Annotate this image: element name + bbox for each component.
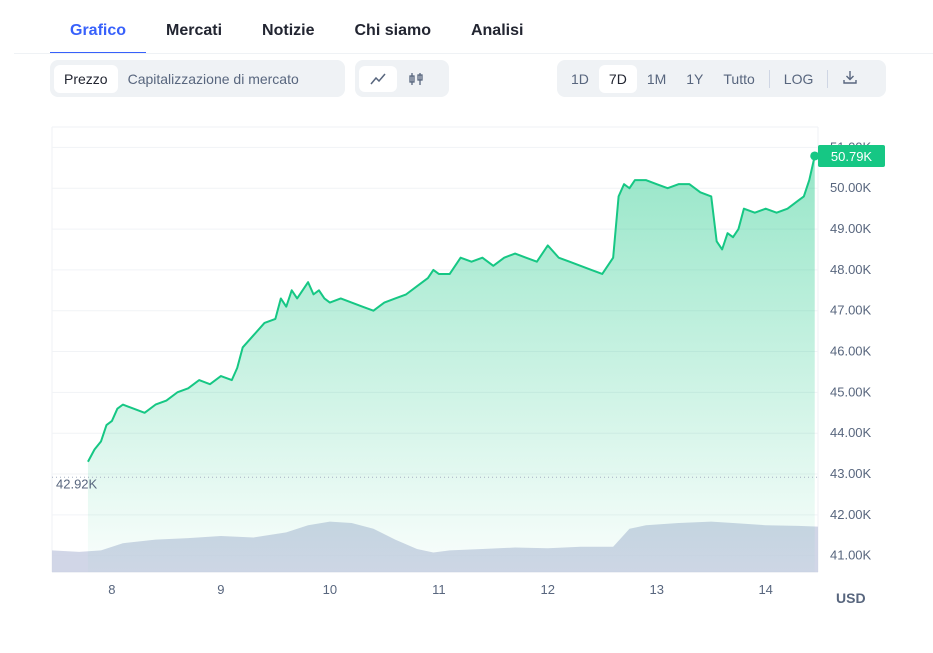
x-tick-label: 11 <box>432 582 446 597</box>
y-tick-label: 43.00K <box>830 466 872 481</box>
x-axis: 8 9 10 11 12 13 14 <box>108 582 773 597</box>
baseline-label: 42.92K <box>56 476 98 491</box>
x-tick-label: 12 <box>541 582 555 597</box>
current-price-badge <box>818 144 885 167</box>
range-divider <box>768 69 770 88</box>
download-icon <box>843 71 858 84</box>
range-1y[interactable]: 1Y <box>686 70 704 87</box>
tab-about[interactable]: Chi siamo <box>354 22 431 39</box>
y-tick-label: 45.00K <box>830 384 872 399</box>
baseline: 42.92K <box>52 476 818 491</box>
price-option[interactable]: Prezzo <box>54 64 118 93</box>
range-1m[interactable]: 1M <box>646 70 667 87</box>
y-tick-label: 42.00K <box>830 507 872 522</box>
y-tick-label: 47.00K <box>830 303 872 318</box>
y-tick-label: 46.00K <box>830 344 872 359</box>
x-tick-label: 9 <box>217 582 224 597</box>
tab-markets[interactable]: Mercati <box>166 22 223 39</box>
tab-divider <box>14 53 933 54</box>
log-scale-button[interactable]: LOG <box>783 70 814 87</box>
range-1d[interactable]: 1D <box>571 70 589 87</box>
candlestick-button[interactable] <box>397 66 435 92</box>
price-area <box>87 155 816 572</box>
line-chart-button[interactable] <box>359 65 397 92</box>
y-tick-label: 44.00K <box>830 425 872 440</box>
currency-label: USD <box>836 590 866 606</box>
tab-analysis[interactable]: Analisi <box>470 22 524 39</box>
metric-toggle: Prezzo Capitalizzazione di mercato <box>50 60 345 97</box>
x-tick-label: 13 <box>650 582 664 597</box>
x-tick-label: 10 <box>323 582 337 597</box>
market-cap-option[interactable]: Capitalizzazione di mercato <box>127 70 299 87</box>
current-price: 50.79K <box>810 144 885 167</box>
line-chart-icon <box>370 73 386 84</box>
range-divider <box>827 69 829 88</box>
y-tick-label: 41.00K <box>830 548 872 563</box>
tab-bar: Grafico Mercati Notizie Chi siamo Analis… <box>50 14 543 54</box>
range-7d[interactable]: 7D <box>598 64 637 93</box>
y-axis: 41.00K 42.00K 43.00K 44.00K 45.00K 46.00K 47.0… <box>830 139 872 562</box>
x-tick-label: 8 <box>108 582 115 597</box>
chart-type-toggle <box>355 60 449 97</box>
tab-news[interactable]: Notizie <box>262 22 315 39</box>
range-toggle: 1D 7D 1M 1Y Tutto LOG <box>557 60 886 97</box>
y-tick-label: 50.00K <box>830 180 872 195</box>
y-tick-label: 49.00K <box>830 221 872 236</box>
candlestick-icon <box>409 72 423 85</box>
price-fill <box>87 155 815 572</box>
x-tick-label: 14 <box>758 582 772 597</box>
current-price-dot <box>810 151 820 161</box>
download-button[interactable] <box>832 63 868 94</box>
y-tick-label: 48.00K <box>830 262 872 277</box>
range-all[interactable]: Tutto <box>723 70 755 87</box>
price-line <box>87 155 816 463</box>
current-price-label: 50.79K <box>831 149 873 164</box>
